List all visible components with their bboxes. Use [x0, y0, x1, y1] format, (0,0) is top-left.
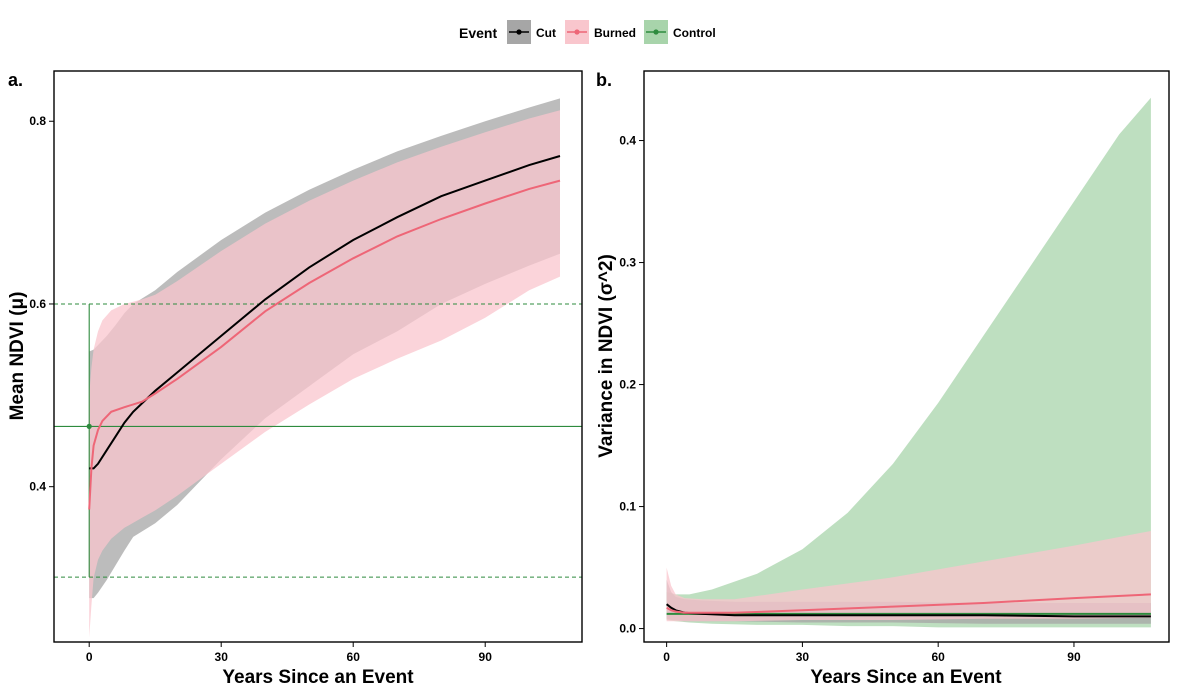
panel-a-y-tick-label: 0.4 [29, 480, 46, 494]
panel-a-y-tick-label: 0.6 [29, 297, 46, 311]
panel-b-y-tick-label: 0.1 [619, 500, 636, 514]
panel-a-y-tick-label: 0.8 [29, 114, 46, 128]
panel-a-y-axis-title: Mean NDVI (μ) [7, 292, 28, 421]
panel-a-control-point [86, 423, 92, 429]
panel-b-y-tick-label: 0.0 [619, 622, 636, 636]
panel-b-frame [643, 70, 1170, 643]
panel-b-y-tick-label: 0.4 [619, 134, 636, 148]
panel-a-x-axis-title: Years Since an Event [222, 667, 414, 688]
panel-b-x-tick-label: 90 [1067, 650, 1081, 664]
legend: Event Cut Burned Control [459, 20, 716, 44]
panel-a-line-cut [89, 155, 561, 470]
legend-item-control: Control [644, 20, 716, 44]
legend-label-cut: Cut [536, 26, 556, 40]
panel-b-y-axis-title: Variance in NDVI (σ^2) [596, 254, 617, 458]
legend-item-cut: Cut [507, 20, 556, 44]
panel-b-y-tick-label: 0.3 [619, 256, 636, 270]
panel-b-x-tick-label: 0 [663, 650, 670, 664]
panel-b-y-axis: 0.0 0.1 0.2 0.3 0.4 [619, 134, 644, 636]
panel-a-frame [53, 70, 583, 643]
panel-a-y-axis: 0.4 0.6 0.8 [29, 114, 54, 494]
panel-a-x-tick-label: 30 [215, 650, 229, 664]
panel-b-y-tick-label: 0.2 [619, 378, 636, 392]
panel-b-band-control [666, 97, 1151, 628]
panel-b-variance-ndvi: 0 30 60 90 0.0 0.1 0.2 0.3 0.4 b. Years Since a… [596, 70, 1170, 688]
legend-label-control: Control [673, 26, 716, 40]
panel-a-mean-ndvi: 0 30 60 90 0.4 0.6 0.8 a. Years Since an Even… [7, 70, 583, 688]
panel-b-x-tick-label: 60 [932, 650, 946, 664]
panel-b-label: b. [596, 70, 612, 90]
legend-item-burned: Burned [565, 20, 636, 44]
panel-b-plot-area [665, 97, 1151, 628]
panel-b-x-axis: 0 30 60 90 [663, 642, 1081, 664]
legend-label-burned: Burned [594, 26, 636, 40]
panel-a-x-tick-label: 90 [479, 650, 493, 664]
panel-b-band-burned [666, 531, 1151, 622]
panel-a-line-burned [88, 179, 561, 510]
legend-title: Event [459, 25, 497, 41]
panel-a-plot-area [54, 98, 582, 638]
panel-a-x-tick-label: 0 [86, 650, 93, 664]
panel-a-band-burned [89, 110, 560, 638]
panel-b-line-cut [665, 603, 1151, 618]
panel-b-line-burned [666, 593, 1151, 614]
panel-a-x-tick-label: 60 [347, 650, 361, 664]
panel-b-x-axis-title: Years Since an Event [810, 667, 1002, 688]
panel-b-x-tick-label: 30 [796, 650, 810, 664]
panel-a-label: a. [8, 70, 23, 90]
panel-a-x-axis: 0 30 60 90 [86, 642, 492, 664]
